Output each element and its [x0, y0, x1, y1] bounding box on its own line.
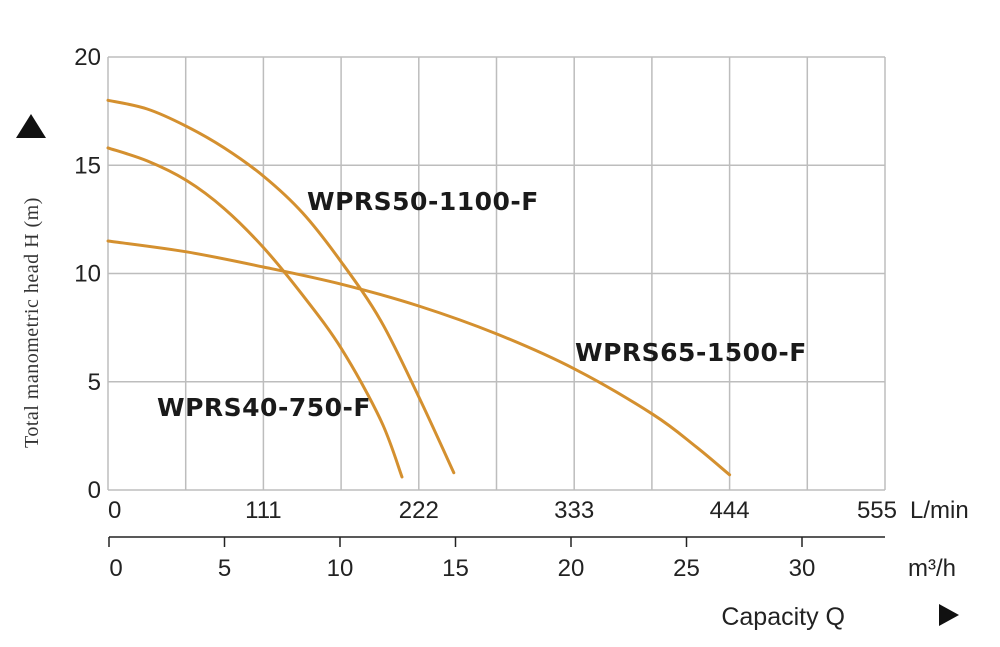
x-unit-lmin: L/min: [910, 497, 969, 524]
up-arrow-icon: [16, 114, 46, 138]
x-tick-label-m3h: 0: [109, 555, 122, 582]
y-axis-label: Total manometric head H (m): [21, 197, 43, 448]
x-tick-label-lmin: 444: [710, 497, 750, 524]
x-tick-label-m3h: 5: [218, 555, 231, 582]
y-tick-label: 15: [74, 152, 101, 179]
y-tick-label: 20: [74, 44, 101, 71]
series-curves: [106, 98, 732, 479]
x-tick-label-lmin: 111: [245, 497, 281, 524]
series-label: WPRS50-1100-F: [307, 187, 539, 216]
y-tick-label: 10: [74, 261, 101, 288]
series-line: [106, 98, 456, 475]
series-label: WPRS40-750-F: [157, 393, 371, 422]
y-tick-label: 0: [88, 477, 101, 504]
x-tick-label-lmin: 555: [857, 497, 897, 524]
x-tick-label-lmin: 333: [554, 497, 594, 524]
x-tick-label-m3h: 10: [327, 555, 354, 582]
series-line: [106, 146, 404, 479]
x-tick-label-lmin: 0: [108, 497, 121, 524]
x-tick-label-m3h: 30: [789, 555, 816, 582]
series-label: WPRS65-1500-F: [575, 338, 807, 367]
y-tick-labels: 0 5 10 15 20: [74, 44, 101, 504]
x-tick-label-m3h: 20: [558, 555, 585, 582]
y-tick-label: 5: [88, 369, 101, 396]
x-axis-label: Capacity Q: [721, 603, 845, 631]
x-tick-label-lmin: 222: [399, 497, 439, 524]
x-unit-m3h: m³/h: [908, 555, 956, 582]
grid: [107, 56, 886, 491]
x-tick-label-m3h: 25: [673, 555, 700, 582]
right-arrow-icon: [939, 604, 959, 626]
series-line: [106, 239, 732, 477]
x-tick-labels-lmin: 0 111 222 333 444 555: [108, 497, 897, 524]
x-tick-label-m3h: 15: [442, 555, 469, 582]
series-labels: WPRS40-750-F WPRS50-1100-F WPRS65-1500-F: [157, 187, 807, 422]
x-tick-labels-m3h: 0 5 10 15 20 25 30: [109, 555, 815, 582]
m3h-axis: [108, 536, 885, 547]
